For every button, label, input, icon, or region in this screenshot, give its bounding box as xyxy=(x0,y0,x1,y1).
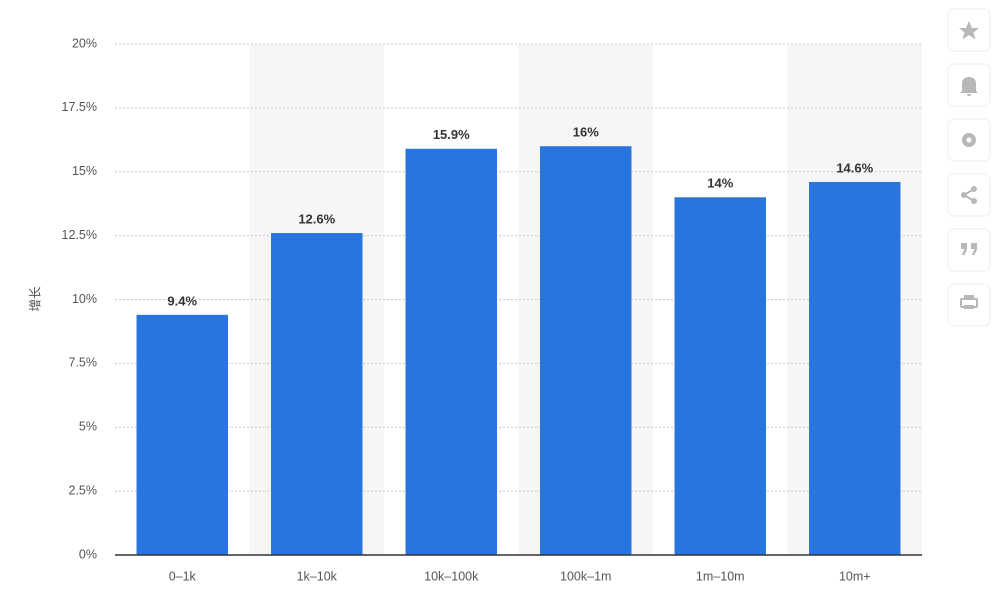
settings-button[interactable] xyxy=(947,118,991,162)
bar xyxy=(271,233,363,555)
bar xyxy=(405,148,497,555)
alert-button[interactable] xyxy=(947,63,991,107)
cite-button[interactable] xyxy=(947,228,991,272)
value-label: 14% xyxy=(707,176,733,191)
value-label: 9.4% xyxy=(167,293,197,308)
x-tick-label: 10m+ xyxy=(839,569,871,583)
bar xyxy=(540,146,632,555)
y-tick-label: 5% xyxy=(79,420,97,434)
x-tick-label: 1m–10m xyxy=(696,569,745,583)
x-tick-label: 100k–1m xyxy=(560,569,611,583)
y-tick-label: 2.5% xyxy=(69,483,98,497)
value-label: 15.9% xyxy=(433,127,470,142)
bar xyxy=(136,314,228,555)
value-label: 14.6% xyxy=(836,160,873,175)
y-axis-label: 增长 xyxy=(27,286,42,312)
print-button[interactable] xyxy=(947,283,991,327)
y-tick-label: 17.5% xyxy=(62,100,97,114)
bar xyxy=(674,197,766,556)
value-label: 12.6% xyxy=(298,212,335,227)
y-tick-label: 12.5% xyxy=(62,228,97,242)
toolbar xyxy=(947,8,991,327)
x-tick-label: 10k–100k xyxy=(424,569,479,583)
y-tick-label: 0% xyxy=(79,547,97,561)
x-tick-label: 0–1k xyxy=(169,569,197,583)
x-tick-label: 1k–10k xyxy=(297,569,338,583)
y-tick-label: 7.5% xyxy=(69,356,98,370)
share-button[interactable] xyxy=(947,173,991,217)
value-label: 16% xyxy=(573,125,599,140)
bar xyxy=(809,181,901,555)
y-tick-label: 10% xyxy=(72,292,97,306)
y-tick-label: 20% xyxy=(72,36,97,50)
favorite-button[interactable] xyxy=(947,8,991,52)
y-tick-label: 15% xyxy=(72,164,97,178)
